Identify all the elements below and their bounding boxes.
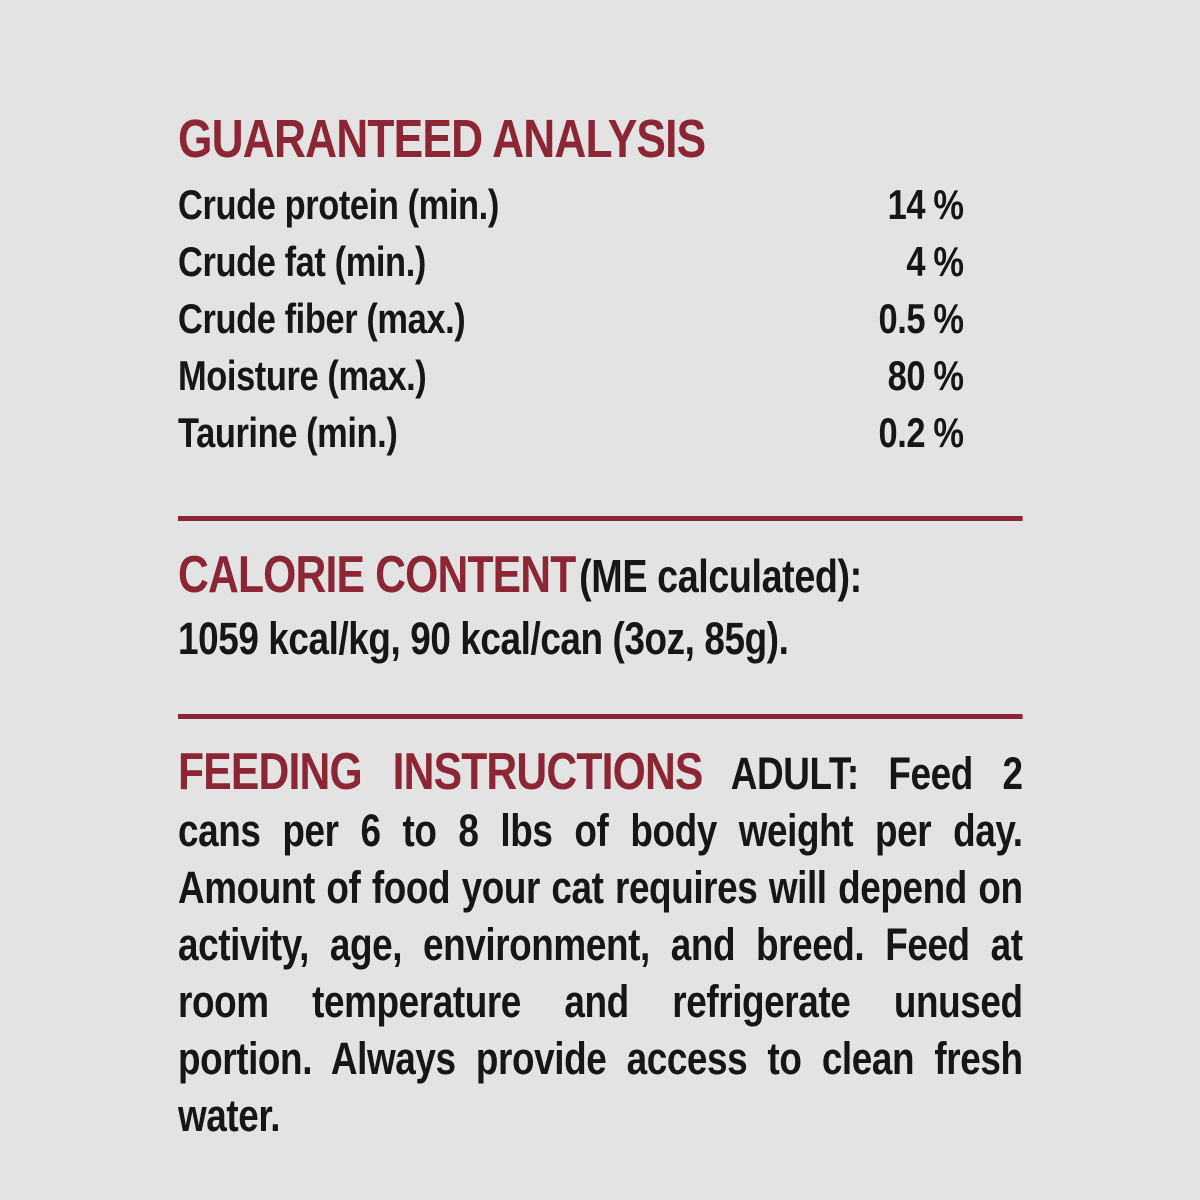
analysis-row: Crude protein (min.) 14 % [178, 176, 1023, 233]
analysis-row-label: Crude protein (min.) [178, 181, 499, 228]
analysis-row: Taurine (min.) 0.2 % [178, 404, 1023, 461]
section-divider [178, 516, 1023, 521]
calorie-content-title: CALORIE CONTENT [178, 546, 576, 604]
analysis-row-unit: % [933, 352, 964, 399]
analysis-row-unit: % [933, 409, 964, 456]
analysis-row: Crude fiber (max.) 0.5 % [178, 290, 1023, 347]
analysis-row-valuegroup: 4 % [855, 233, 1022, 290]
label-content: GUARANTEED ANALYSIS Crude protein (min.)… [178, 0, 1023, 1200]
guaranteed-analysis-table: Crude protein (min.) 14 % Crude fat (min… [178, 176, 1023, 461]
analysis-row-label: Moisture (max.) [178, 352, 427, 399]
analysis-row-value: 14 [887, 181, 926, 228]
analysis-row-label: Crude fat (min.) [178, 238, 426, 285]
analysis-row-unit: % [933, 238, 964, 285]
analysis-row-unit: % [933, 181, 964, 228]
calorie-content-detail: 1059 kcal/kg, 90 kcal/can (3oz, 85g). [178, 613, 789, 664]
feeding-instructions: FEEDING INSTRUCTIONS ADULT: Feed 2 cans … [178, 744, 1023, 1144]
analysis-row: Moisture (max.) 80 % [178, 347, 1023, 404]
analysis-row-value: 80 [887, 352, 926, 399]
analysis-row-value: 4 [906, 238, 926, 285]
analysis-row-valuegroup: 14 % [855, 176, 1022, 233]
analysis-row-valuegroup: 0.2 % [855, 404, 1022, 461]
calorie-content-heading: CALORIE CONTENT (ME calculated): [178, 546, 1023, 617]
analysis-row-valuegroup: 80 % [855, 347, 1022, 404]
analysis-row: Crude fat (min.) 4 % [178, 233, 1023, 290]
analysis-row-label: Crude fiber (max.) [178, 295, 466, 342]
analysis-row-unit: % [933, 295, 964, 342]
analysis-row-value: 0.5 [878, 295, 926, 342]
feeding-instructions-body: ADULT: Feed 2 cans per 6 to 8 lbs of bod… [178, 748, 1023, 1141]
guaranteed-analysis-title: GUARANTEED ANALYSIS [178, 109, 706, 169]
feeding-instructions-title: FEEDING INSTRUCTIONS [178, 743, 703, 801]
analysis-row-value: 0.2 [878, 409, 926, 456]
analysis-row-label: Taurine (min.) [178, 409, 398, 456]
calorie-content-subtitle: (ME calculated): [579, 550, 862, 602]
analysis-row-valuegroup: 0.5 % [855, 290, 1022, 347]
section-divider [178, 714, 1023, 719]
